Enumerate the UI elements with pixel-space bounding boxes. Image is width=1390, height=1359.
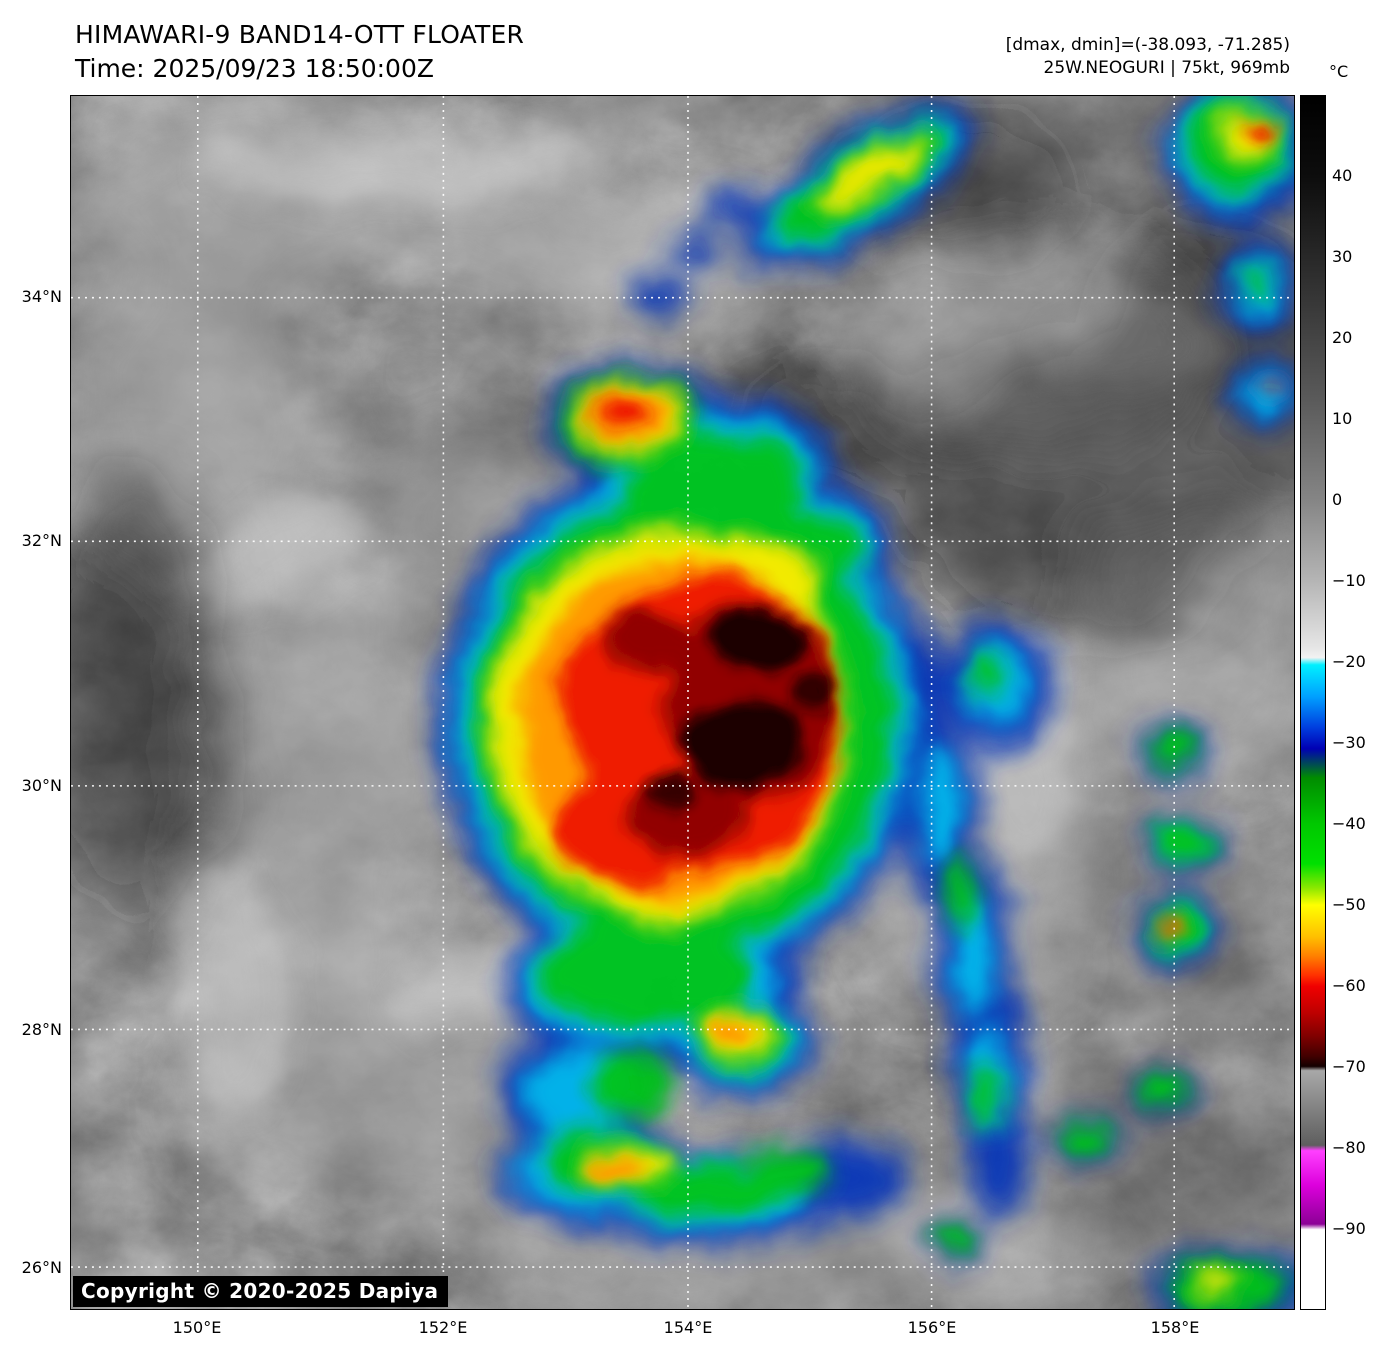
- lon-tick-label: 154°E: [663, 1318, 713, 1337]
- grid-lines: [71, 96, 1294, 1309]
- colorbar-tick-label: 10: [1332, 409, 1353, 428]
- lon-tick-label: 158°E: [1150, 1318, 1200, 1337]
- header-stats: [dmax, dmin]=(-38.093, -71.285) 25W.NEOG…: [1006, 34, 1290, 80]
- page-title: HIMAWARI-9 BAND14-OTT FLOATER: [75, 20, 525, 49]
- gray-cloud-layer: [71, 105, 1294, 1309]
- typhoon-convection-layer: [437, 96, 1294, 1309]
- colorbar-tick-label: 0: [1332, 490, 1343, 509]
- colorbar-tick-label: −30: [1332, 733, 1366, 752]
- storm-info-label: 25W.NEOGURI | 75kt, 969mb: [1043, 58, 1290, 78]
- lat-tick-label: 34°N: [21, 287, 62, 306]
- colorbar-tick-label: −50: [1332, 895, 1366, 914]
- lon-tick-label: 156°E: [907, 1318, 957, 1337]
- satellite-map: Copyright © 2020-2025 Dapiya: [70, 95, 1295, 1310]
- time-label: Time: 2025/09/23 18:50:00Z: [75, 54, 434, 83]
- lon-tick-label: 150°E: [172, 1318, 222, 1337]
- dmax-dmin-label: [dmax, dmin]=(-38.093, -71.285): [1005, 35, 1290, 55]
- colorbar-tick-label: −20: [1332, 652, 1366, 671]
- colorbar-unit-label: °C: [1329, 62, 1349, 81]
- colorbar-tick-label: −60: [1332, 976, 1366, 995]
- colorbar-tick-label: 20: [1332, 328, 1353, 347]
- satellite-scene: [71, 96, 1294, 1309]
- colorbar-tick-label: 40: [1332, 166, 1353, 185]
- colorbar-tick-label: −80: [1332, 1138, 1366, 1157]
- colorbar-tick-label: −10: [1332, 571, 1366, 590]
- colorbar-tick-label: −40: [1332, 814, 1366, 833]
- copyright-badge: Copyright © 2020-2025 Dapiya: [73, 1276, 449, 1307]
- lat-tick-label: 32°N: [21, 531, 62, 550]
- colorbar-tick-label: −90: [1332, 1219, 1366, 1238]
- lon-tick-label: 152°E: [418, 1318, 468, 1337]
- lat-tick-label: 26°N: [21, 1258, 62, 1277]
- colorbar-tick-label: −70: [1332, 1057, 1366, 1076]
- lat-tick-label: 28°N: [21, 1020, 62, 1039]
- lat-tick-label: 30°N: [21, 776, 62, 795]
- colorbar-tick-label: 30: [1332, 247, 1353, 266]
- colorbar: [1300, 95, 1326, 1310]
